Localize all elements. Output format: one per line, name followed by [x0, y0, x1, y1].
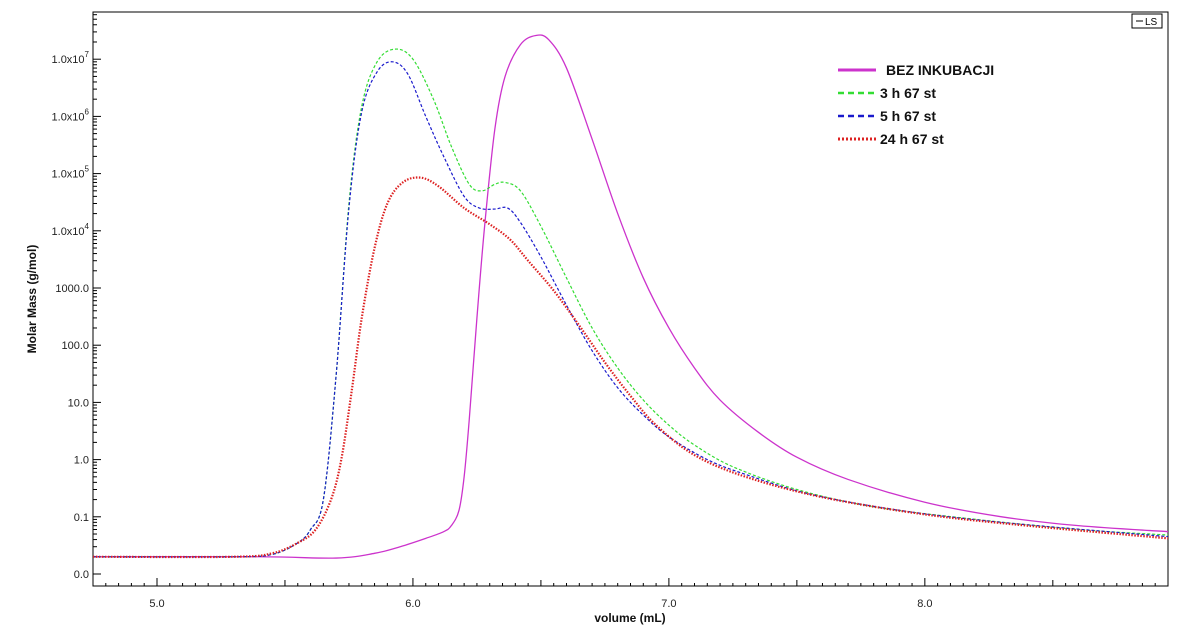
x-tick-label: 5.0 [149, 598, 164, 610]
y-axis-title: Molar Mass (g/mol) [25, 245, 39, 354]
ls-tag-label: LS [1145, 17, 1158, 28]
legend-label: 5 h 67 st [880, 108, 936, 124]
y-tick-label: 1.0x104 [52, 222, 90, 238]
plot-area [92, 11, 1169, 587]
series-layer [93, 34, 1168, 559]
y-tick-label: 1.0 [74, 455, 89, 467]
y-axis-ticks: 0.0 0.1 1.0 10.0 100.0 1000.0 1.0x104 1.0x105 1.… [52, 14, 101, 581]
y-tick-label: 0.0 [74, 569, 89, 581]
legend-label: BEZ INKUBACJI [886, 62, 994, 78]
x-tick-label: 7.0 [661, 598, 676, 610]
y-tick-label: 10.0 [68, 397, 89, 409]
y-tick-label: 1.0x106 [52, 107, 90, 123]
y-tick-label: 1.0x107 [52, 50, 90, 66]
x-tick-label: 8.0 [917, 598, 932, 610]
x-axis-ticks: 5.0 6.0 7.0 8.0 [105, 578, 1169, 610]
legend-label: 3 h 67 st [880, 85, 936, 101]
legend-label: 24 h 67 st [880, 131, 944, 147]
series-line-bez-inkubacji [93, 34, 1168, 559]
y-tick-label: 1000.0 [55, 283, 89, 295]
y-tick-label: 0.1 [74, 512, 89, 524]
y-tick-label: 1.0x105 [52, 165, 90, 181]
y-tick-label: 100.0 [61, 340, 89, 352]
x-axis-title: volume (mL) [594, 611, 665, 625]
ls-tag: LS [1131, 13, 1163, 29]
x-tick-label: 6.0 [405, 598, 420, 610]
legend: BEZ INKUBACJI 3 h 67 st 5 h 67 st 24 h 67 s… [838, 62, 994, 147]
